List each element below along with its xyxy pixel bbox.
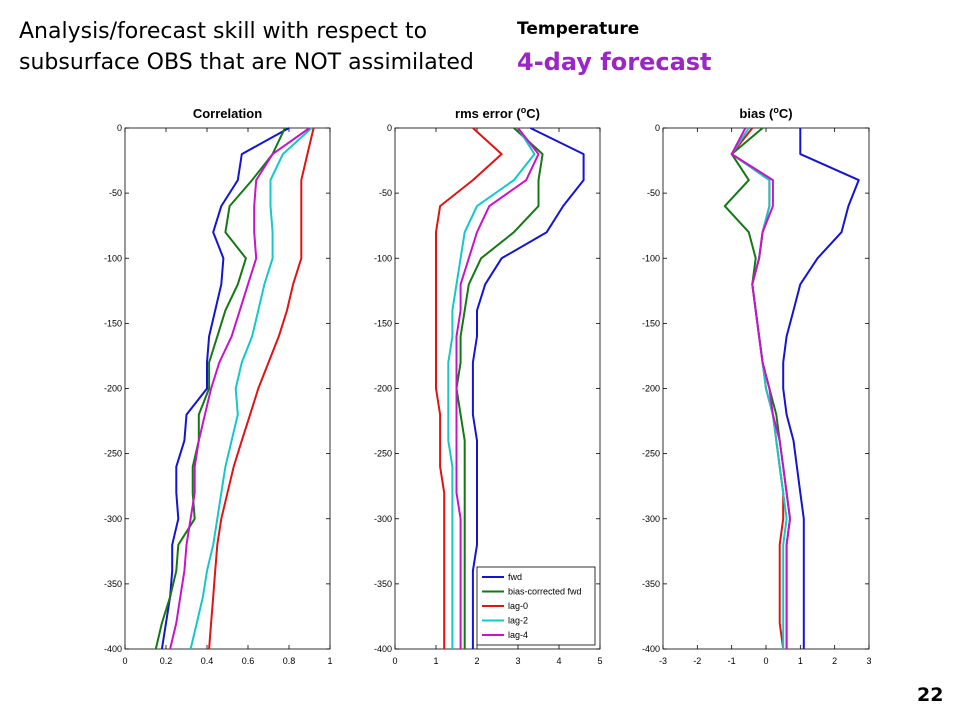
x-tick-label: 3 — [515, 656, 520, 666]
y-tick-label: -300 — [642, 514, 660, 524]
series-line-lag-2 — [447, 127, 536, 649]
x-tick-label: 0 — [763, 656, 768, 666]
x-tick-label: -2 — [693, 656, 701, 666]
x-tick-label: 0.6 — [242, 656, 255, 666]
plot-frame — [124, 127, 331, 650]
x-tick-label: 0.8 — [283, 656, 296, 666]
series-line-fwd — [471, 127, 585, 649]
y-tick-label: -50 — [379, 188, 392, 198]
lead-time-label: 4-day forecast — [517, 48, 712, 76]
x-tick-label: 1 — [433, 656, 438, 666]
y-tick-label: -150 — [374, 318, 392, 328]
x-tick-label: 0 — [122, 656, 127, 666]
y-tick-label: -300 — [104, 514, 122, 524]
y-tick-label: -400 — [642, 644, 660, 654]
slide-heading-line-1: Analysis/forecast skill with respect to — [19, 19, 428, 44]
x-tick-label: 0.4 — [201, 656, 214, 666]
y-tick-label: -250 — [374, 449, 392, 459]
y-tick-label: -200 — [374, 384, 392, 394]
y-tick-label: -200 — [104, 384, 122, 394]
y-tick-label: -50 — [109, 188, 122, 198]
series-line-lag-2 — [189, 127, 313, 650]
variable-label: Temperature — [517, 19, 640, 39]
y-tick-label: 0 — [387, 123, 392, 133]
page-number: 22 — [917, 684, 944, 706]
legend-label: bias-corrected fwd — [508, 587, 582, 597]
x-tick-label: -3 — [659, 656, 667, 666]
chart-panel-1: Correlation 0 -50 -100 -150 -200 -250 -300 -350 -… — [104, 106, 333, 666]
y-tick-label: -250 — [104, 449, 122, 459]
y-tick-label: -100 — [374, 253, 392, 263]
y-tick-label: -100 — [104, 253, 122, 263]
x-tick-label: -1 — [728, 656, 736, 666]
chart-title: bias (oC) — [739, 105, 792, 121]
series-line-lag-4 — [169, 127, 311, 650]
y-tick-label: -350 — [104, 579, 122, 589]
y-tick-label: 0 — [117, 123, 122, 133]
x-tick-label: 2 — [474, 656, 479, 666]
y-tick-label: -350 — [642, 579, 660, 589]
legend-label: fwd — [508, 572, 522, 582]
x-tick-label: 2 — [832, 656, 837, 666]
chart-panel-2: rms error (oC) 0 -50 -100 -150 -200 -250 -300 -3… — [374, 105, 603, 666]
series-line-lag-0 — [435, 127, 503, 649]
series-line-bias-corrected-fwd — [154, 127, 286, 650]
y-tick-label: -150 — [642, 318, 660, 328]
y-tick-label: -50 — [647, 188, 660, 198]
x-tick-label: 1 — [798, 656, 803, 666]
series-line-lag-4 — [455, 127, 540, 649]
legend: fwd bias-corrected fwd lag-0 lag-2 lag-4 — [476, 566, 596, 646]
y-tick-label: -350 — [374, 579, 392, 589]
series-line-fwd — [782, 128, 860, 649]
chart-title: rms error (oC) — [455, 105, 540, 121]
y-tick-label: -400 — [374, 644, 392, 654]
x-tick-label: 4 — [556, 656, 561, 666]
y-tick-label: -200 — [642, 384, 660, 394]
x-tick-label: 0 — [392, 656, 397, 666]
slide-heading-line-2: subsurface OBS that are NOT assimilated — [19, 50, 474, 75]
series-line-lag-0 — [208, 127, 315, 650]
y-tick-label: 0 — [655, 123, 660, 133]
legend-label: lag-0 — [508, 601, 528, 611]
chart-title: Correlation — [193, 106, 262, 121]
y-tick-label: -250 — [642, 449, 660, 459]
series-line-lag-0 — [730, 127, 785, 650]
legend-label: lag-2 — [508, 616, 528, 626]
slide-heading: Analysis/forecast skill with respect to … — [19, 16, 474, 78]
y-tick-label: -100 — [642, 253, 660, 263]
chart-panel-3: bias (oC) 0 -50 -100 -150 -200 -250 -300 -350 -40… — [642, 105, 872, 666]
x-tick-label: 1 — [327, 656, 332, 666]
y-tick-label: -400 — [104, 644, 122, 654]
y-tick-label: -300 — [374, 514, 392, 524]
series-line-lag-2 — [730, 127, 788, 649]
legend-label: lag-4 — [508, 630, 528, 640]
series-line-lag-4 — [730, 127, 791, 649]
y-tick-label: -150 — [104, 318, 122, 328]
x-tick-label: 5 — [597, 656, 602, 666]
x-tick-label: 0.2 — [160, 656, 173, 666]
x-tick-label: 3 — [866, 656, 871, 666]
series-line-fwd — [160, 127, 290, 650]
